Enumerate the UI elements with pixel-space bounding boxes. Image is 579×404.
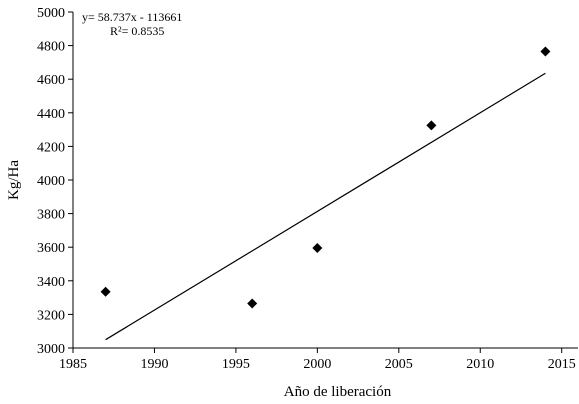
y-tick-label: 3800: [37, 208, 65, 223]
y-tick-label: 3000: [37, 342, 65, 357]
y-axis-title: Kg/Ha: [6, 160, 22, 200]
plot-area: 3000 3200 3400 3600 3800 4000 4200 4400 4600 4800…: [37, 6, 578, 372]
x-tick-label: 1990: [140, 357, 168, 372]
x-tick-label: 1995: [222, 357, 250, 372]
y-tick-label: 4400: [37, 107, 65, 122]
r-squared-annotation: R²= 0.8535: [110, 24, 164, 38]
x-axis-ticks: 1985 1990 1995 2000 2005 2010 2015: [59, 348, 576, 372]
y-tick-label: 3600: [37, 241, 65, 256]
x-tick-label: 2015: [548, 357, 576, 372]
y-tick-label: 4200: [37, 140, 65, 155]
trendline: [105, 72, 546, 341]
data-point: [100, 286, 111, 297]
data-point: [426, 120, 437, 131]
y-axis-ticks: 3000 3200 3400 3600 3800 4000 4200 4400 4600 4800…: [37, 6, 73, 357]
y-tick-label: 5000: [37, 6, 65, 21]
x-tick-label: 2005: [385, 357, 413, 372]
x-tick-label: 2000: [303, 357, 331, 372]
y-tick-label: 3400: [37, 275, 65, 290]
equation-annotation: y= 58.737x - 113661: [82, 10, 182, 24]
y-tick-label: 3200: [37, 308, 65, 323]
data-point: [540, 46, 551, 57]
data-point: [312, 243, 323, 254]
data-points: [100, 46, 551, 309]
y-tick-label: 4600: [37, 73, 65, 88]
y-tick-label: 4000: [37, 174, 65, 189]
x-tick-label: 2010: [466, 357, 494, 372]
x-tick-label: 1985: [59, 357, 87, 372]
x-axis-title: Año de liberación: [284, 384, 392, 400]
y-tick-label: 4800: [37, 40, 65, 55]
data-point: [247, 298, 258, 309]
